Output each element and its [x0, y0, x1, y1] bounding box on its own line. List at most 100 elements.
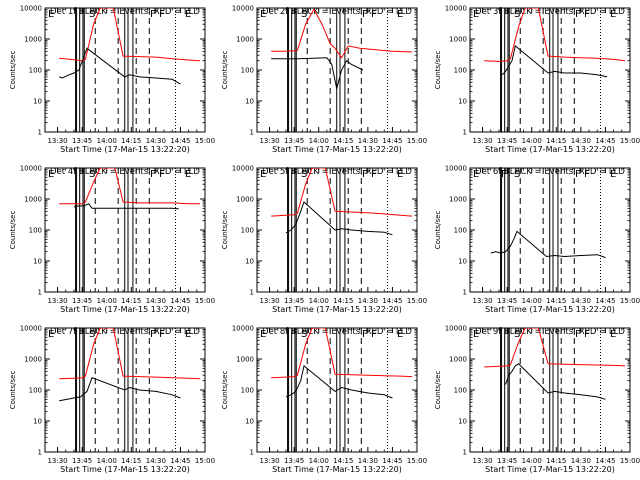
- x-tick-label: 14:15: [333, 137, 353, 145]
- marker-letter: F: [501, 169, 507, 180]
- events-series-line: [59, 47, 181, 85]
- x-tick-label: 14:15: [121, 137, 141, 145]
- x-tick-label: 14:45: [382, 297, 402, 305]
- x-tick-label: 14:00: [522, 297, 542, 305]
- x-tick-label: 13:30: [259, 137, 279, 145]
- marker-letter: S: [514, 169, 520, 180]
- y-axis-label: Counts/sec: [434, 51, 442, 90]
- x-tick-label: 13:30: [472, 297, 492, 305]
- y-axis-label: Counts/sec: [221, 51, 229, 90]
- marker-letter: F: [575, 169, 581, 180]
- x-tick-label: 14:15: [333, 297, 353, 305]
- y-tick-label: 10000: [20, 325, 42, 333]
- y-tick-label: 10000: [232, 165, 254, 173]
- x-tick-label: 13:45: [497, 297, 517, 305]
- y-tick-label: 100: [454, 387, 467, 395]
- x-tick-label: 15:00: [620, 137, 640, 145]
- y-tick-label: 1: [38, 449, 42, 457]
- x-axis-label: Start Time (17-Mar-15 13:22:20): [60, 465, 190, 474]
- x-tick-label: 14:30: [146, 457, 166, 465]
- events-series-line: [59, 377, 181, 402]
- y-tick-label: 100: [241, 387, 254, 395]
- y-tick-label: 10000: [20, 5, 42, 13]
- marker-letter: S: [514, 9, 520, 20]
- y-tick-label: 1000: [24, 196, 42, 204]
- x-tick-label: 14:00: [97, 457, 117, 465]
- marker-letter: E: [610, 169, 616, 180]
- x-tick-label: 14:45: [595, 137, 615, 145]
- y-axis-label: Counts/sec: [9, 371, 17, 410]
- y-tick-label: 10: [245, 258, 254, 266]
- x-tick-label: 15:00: [407, 297, 427, 305]
- marker-letter: F: [584, 169, 590, 180]
- x-axis-label: Start Time (17-Mar-15 13:22:20): [485, 145, 615, 154]
- x-tick-label: 14:15: [333, 457, 353, 465]
- x-tick-label: 14:00: [309, 457, 329, 465]
- y-tick-label: 100: [241, 227, 254, 235]
- x-tick-label: 14:45: [382, 137, 402, 145]
- y-tick-label: 10: [458, 98, 467, 106]
- x-axis-label: Start Time (17-Mar-15 13:22:20): [485, 465, 615, 474]
- y-tick-label: 1000: [449, 36, 467, 44]
- x-tick-label: 13:45: [72, 457, 92, 465]
- x-tick-label: 13:30: [472, 457, 492, 465]
- y-axis-label: Counts/sec: [9, 211, 17, 250]
- x-tick-label: 13:45: [497, 457, 517, 465]
- events-series-line: [285, 201, 393, 236]
- x-tick-label: 14:45: [170, 297, 190, 305]
- detector-panel: Det 8f BLACK = Events, RED = LLD11010010…: [221, 325, 427, 475]
- x-tick-label: 13:45: [497, 137, 517, 145]
- x-tick-label: 15:00: [195, 297, 215, 305]
- events-series-line: [490, 230, 606, 258]
- y-tick-label: 10000: [232, 325, 254, 333]
- marker-letter: E: [473, 9, 479, 20]
- y-tick-label: 10000: [445, 165, 467, 173]
- marker-letter: F: [575, 329, 581, 340]
- y-tick-label: 1: [463, 289, 467, 297]
- marker-letter: F: [575, 9, 581, 20]
- y-tick-label: 1: [463, 449, 467, 457]
- y-tick-label: 1: [463, 129, 467, 137]
- x-tick-label: 14:30: [571, 457, 591, 465]
- detector-panel: Det 2f BLACK = Events, RED = LLD11010010…: [221, 5, 427, 155]
- y-tick-label: 1000: [449, 196, 467, 204]
- marker-letter: F: [371, 169, 377, 180]
- marker-letter: E: [260, 169, 266, 180]
- marker-letter: S: [89, 9, 95, 20]
- marker-letter: F: [371, 9, 377, 20]
- y-tick-label: 1000: [236, 36, 254, 44]
- y-tick-label: 100: [454, 227, 467, 235]
- marker-letter: E: [610, 9, 616, 20]
- x-tick-label: 13:45: [284, 297, 304, 305]
- lld-series-line: [271, 328, 413, 379]
- x-tick-label: 13:30: [259, 457, 279, 465]
- marker-letter: F: [150, 9, 156, 20]
- marker-letter: S: [89, 169, 95, 180]
- detector-panel: Det 1f BLACK = Events, RED = LLD11010010…: [9, 5, 215, 155]
- marker-letter: E: [48, 329, 54, 340]
- marker-letter: E: [260, 9, 266, 20]
- events-series-line: [271, 57, 364, 89]
- detector-panel: Det 7f BLACK = Events, RED = LLD11010010…: [9, 325, 215, 475]
- x-tick-label: 15:00: [407, 457, 427, 465]
- lld-series-line: [484, 8, 626, 62]
- x-axis-label: Start Time (17-Mar-15 13:22:20): [272, 465, 402, 474]
- events-series-line: [505, 363, 606, 400]
- y-tick-label: 100: [241, 67, 254, 75]
- y-tick-label: 1: [38, 289, 42, 297]
- x-tick-label: 13:30: [47, 137, 67, 145]
- y-tick-label: 1000: [236, 196, 254, 204]
- y-tick-label: 1000: [24, 36, 42, 44]
- x-tick-label: 14:30: [571, 297, 591, 305]
- marker-letter: E: [48, 169, 54, 180]
- y-tick-label: 10: [33, 258, 42, 266]
- marker-letter: E: [48, 9, 54, 20]
- x-axis-label: Start Time (17-Mar-15 13:22:20): [272, 145, 402, 154]
- x-tick-label: 14:45: [595, 297, 615, 305]
- x-tick-label: 15:00: [195, 137, 215, 145]
- x-tick-label: 15:00: [407, 137, 427, 145]
- marker-letter: F: [362, 329, 368, 340]
- marker-letter: S: [301, 169, 307, 180]
- marker-letter: S: [301, 329, 307, 340]
